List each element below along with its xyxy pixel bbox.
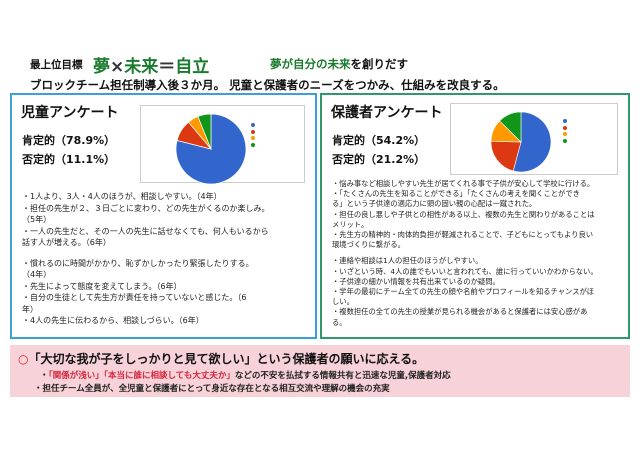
comment-line: ・1人より、3人・4人のほうが、相談しやすい。（4年） <box>22 192 222 201</box>
comment-line: ・先生によって態度を変えてしまう。（6年） <box>22 281 182 291</box>
pie-slice <box>512 112 551 172</box>
comment-line: ・一人の先生だと、その一人の先生に話せなくても、何人もいるから <box>22 226 269 236</box>
yume-text: 夢 <box>93 57 110 77</box>
comment-line: ・担任の先生が２、３日ごとに変わり、どの先生がくるのか楽しみ。 <box>22 203 270 213</box>
children-comments: ・1人より、3人・4人のほうが、相談しやすい。（4年） ・担任の先生が２、３日ご… <box>22 191 270 327</box>
comment-line: ・先生方の精神的・肉体的負担が軽減されることで、子どもにとってもより良い <box>332 230 594 240</box>
conclusion-main: ○「大切な我が子をしっかりと見て欲しい」という保護者の願いに応える。 <box>18 350 424 367</box>
comment-line: ・「たくさんの先生を知ることができる」「たくさんの考えを聞くことができ <box>332 189 580 199</box>
comment-line: （4年） <box>22 270 52 279</box>
children-negative: 否定的（11.1%） <box>22 153 116 166</box>
pie-slice <box>499 112 522 143</box>
comment-line: ・いざという時、4人の誰でもいいと言われても、誰に行っていいかわからない。 <box>332 266 598 276</box>
legend-item <box>563 131 569 138</box>
comment-line: ・担任の良し悪しや子供との相性がある以上、複数の先生と関わりがあることは <box>332 209 595 219</box>
goal-header: 最上位目標 夢×未来＝自立 夢が自分の未来を創りだす <box>30 52 630 77</box>
comment-line: 年） <box>22 304 38 314</box>
pie-slice <box>197 114 212 150</box>
comment-line: る。 <box>332 317 347 327</box>
legend-item <box>251 142 257 149</box>
comment-line: ・4人の先生に伝わるから、相談しづらい。（6年） <box>22 316 204 325</box>
pie-slice <box>176 114 246 184</box>
goal-label: 最上位目標 <box>30 59 83 71</box>
parents-legend <box>563 118 569 144</box>
legend-item <box>251 129 257 136</box>
comment-line: 環境づくりに繋がる。 <box>332 240 405 250</box>
pie-slice <box>491 140 522 172</box>
mirai-text: 未来 <box>124 57 159 77</box>
comment-line: ・連絡や相談は1人の担任のほうがしやすい。 <box>332 256 483 266</box>
subtitle-line: ブロックチーム担任制導入後３か月。 児童と保護者のニーズをつかみ、仕組みを改良す… <box>30 78 505 92</box>
parents-pie <box>491 112 551 172</box>
conclusion-point-2: ・担任チーム全員が、全児童と保護者にとって身近な存在となる相互交流や理解の機会の… <box>34 384 390 394</box>
comment-line: 話す人が増える。（6年） <box>22 238 111 247</box>
conclusion-point-1-rest: などの不安を払拭する情報共有と迅速な児童,保護者対応 <box>234 371 451 381</box>
children-survey-title: 児童アンケート <box>21 105 119 121</box>
children-survey-panel: 児童アンケート 肯定的（78.9%） 否定的（11.1%） ・1人より、3人・4… <box>10 93 317 339</box>
comment-line: る」という子供達の適応力に頭の固い親の心配は一蹴された。 <box>332 199 537 209</box>
slogan-post: を創りだす <box>350 57 409 71</box>
circle-mark: ○ <box>18 352 29 366</box>
conclusion-point-1: ・「関係が浅い」「本当に誰に相談しても大丈夫か」などの不安を払拭する情報共有と迅… <box>40 369 451 381</box>
bullet-dot: ・ <box>40 371 49 381</box>
jiritsu-text: 自立 <box>175 57 210 77</box>
equals-sign: ＝ <box>158 57 176 77</box>
parents-survey-chart <box>450 103 618 175</box>
legend-item <box>251 122 257 129</box>
conclusion-point-1-red: 「関係が浅い」「本当に誰に相談しても大丈夫か」 <box>48 371 235 381</box>
children-pie <box>176 114 246 184</box>
conclusion-band: ○「大切な我が子をしっかりと見て欲しい」という保護者の願いに応える。 ・「関係が… <box>10 345 630 397</box>
parents-survey-panel: 保護者アンケート 肯定的（54.2%） 否定的（21.2%） ・悩み事など相談し… <box>320 93 630 339</box>
children-legend <box>251 122 257 148</box>
legend-item <box>251 135 257 142</box>
parents-negative: 否定的（21.2%） <box>332 153 426 166</box>
comment-line: （5年） <box>22 215 52 224</box>
parents-positive: 肯定的（54.2%） <box>332 134 426 147</box>
slogan-green: 未来 <box>327 57 351 71</box>
comment-line: しい。 <box>332 297 354 307</box>
comment-line: メリット。 <box>332 219 369 229</box>
goal-formula: 夢×未来＝自立 <box>93 52 209 77</box>
comment-line: ・慣れるのに時間がかかり、恥ずかしかったり緊張したりする。 <box>22 258 254 268</box>
comment-line: ・悩み事など相談しやすい先生が居てくれる事で子供が安心して学校に行ける。 <box>332 179 595 188</box>
legend-item <box>563 138 569 145</box>
legend-item <box>563 125 569 132</box>
conclusion-main-text: 「大切な我が子をしっかりと見て欲しい」という保護者の願いに応える。 <box>28 352 425 366</box>
comment-line: ・学年の最初にチーム全ての先生の顔や名前やプロフィールを知るチャンスがほ <box>332 287 595 297</box>
parents-comments: ・悩み事など相談しやすい先生が居てくれる事で子供が安心して学校に行ける。 ・「た… <box>332 179 598 328</box>
parents-survey-title: 保護者アンケート <box>331 105 443 121</box>
comment-line: ・自分の生徒として先生方が責任を持っていないと感じた。（6 <box>22 293 247 302</box>
times-sign: × <box>110 57 125 77</box>
comment-line: ・複数担任の全ての先生の授業が見られる機会があると保護者には安心感があ <box>332 307 588 317</box>
comment-line: ・子供達の細かい情報を共有出来ているのか疑問。 <box>332 276 500 286</box>
children-survey-chart <box>140 105 305 184</box>
children-positive: 肯定的（78.9%） <box>22 134 116 147</box>
slogan: 夢が自分の未来を創りだす <box>270 56 408 72</box>
slogan-pre: 夢が自分の <box>270 57 328 71</box>
legend-item <box>563 118 569 125</box>
